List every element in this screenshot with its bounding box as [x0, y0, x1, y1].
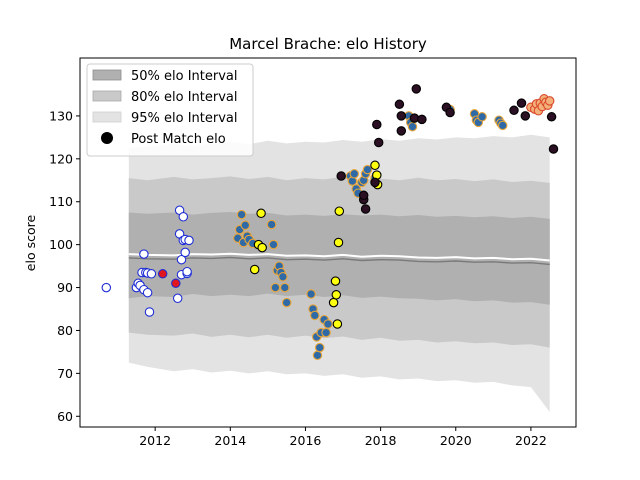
y-tick-label: 90 — [57, 280, 73, 295]
y-tick-label: 70 — [57, 366, 73, 381]
data-point — [240, 220, 251, 231]
data-point — [180, 247, 190, 258]
data-point — [101, 282, 112, 293]
data-point — [171, 278, 181, 289]
data-point — [249, 264, 260, 275]
band-50 — [128, 212, 550, 305]
y-tick-label: 60 — [57, 409, 73, 424]
x-tick-label: 2014 — [214, 433, 246, 448]
data-point — [516, 98, 527, 108]
data-point — [370, 177, 380, 188]
data-point — [336, 171, 346, 181]
data-point — [411, 84, 422, 94]
data-point — [281, 297, 292, 308]
data-point — [333, 237, 344, 248]
data-point — [520, 111, 531, 121]
data-point — [330, 276, 341, 286]
legend-swatch-95 — [92, 111, 122, 123]
data-point — [314, 342, 325, 353]
x-tick-label: 2020 — [440, 433, 472, 448]
data-point — [334, 206, 345, 216]
y-axis-label: elo score — [23, 215, 38, 272]
data-point — [278, 272, 288, 282]
y-axis-ticks: 60 70 80 90 100 110 120 130 — [49, 108, 80, 424]
data-point — [257, 242, 267, 253]
data-point — [417, 114, 427, 125]
data-point — [139, 249, 149, 259]
data-point — [321, 327, 331, 338]
legend-marker-post-match — [101, 132, 113, 144]
data-point — [497, 120, 508, 131]
x-tick-label: 2018 — [365, 433, 397, 448]
data-point — [349, 169, 360, 179]
data-point — [178, 212, 189, 222]
data-point — [182, 266, 192, 277]
data-point — [394, 99, 405, 110]
data-point — [256, 208, 266, 219]
data-point — [331, 290, 342, 300]
data-point — [332, 319, 343, 329]
data-point — [323, 319, 333, 329]
data-point — [544, 96, 555, 106]
y-tick-label: 120 — [49, 151, 73, 166]
data-point — [146, 269, 157, 279]
data-point — [312, 350, 323, 361]
data-point — [144, 307, 155, 317]
x-tick-label: 2012 — [139, 433, 171, 448]
data-point — [445, 107, 455, 118]
x-axis-ticks: 2012 2014 2016 2018 2020 2022 — [139, 427, 547, 448]
data-point — [280, 282, 290, 293]
data-point — [270, 282, 281, 293]
median-line-white — [128, 252, 550, 262]
median-lines — [128, 252, 550, 266]
legend-label-95: 95% elo Interval — [131, 111, 238, 126]
data-point — [358, 190, 369, 201]
data-point — [157, 269, 168, 279]
data-point — [477, 112, 487, 122]
y-tick-label: 100 — [49, 237, 73, 252]
data-point — [407, 121, 418, 132]
data-point — [372, 119, 382, 130]
data-point — [266, 219, 277, 230]
y-tick-label: 80 — [57, 323, 73, 338]
x-tick-label: 2022 — [515, 433, 547, 448]
legend-box — [86, 63, 254, 157]
legend: 50% elo Interval 80% elo Interval 95% el… — [86, 63, 254, 157]
median-line-grey — [128, 256, 550, 266]
data-point — [306, 289, 316, 299]
chart-title: Marcel Brache: elo History — [229, 35, 427, 53]
data-point — [396, 126, 407, 136]
y-tick-label: 110 — [49, 194, 73, 209]
data-point — [370, 160, 380, 171]
interval-bands — [128, 134, 550, 413]
data-point — [509, 105, 519, 116]
plot-frame — [79, 57, 577, 428]
legend-label-50: 50% elo Interval — [131, 69, 238, 84]
data-point — [396, 111, 407, 121]
legend-label-80: 80% elo Interval — [131, 90, 238, 105]
legend-swatch-80 — [92, 90, 122, 102]
legend-label-post-match: Post Match elo — [131, 132, 226, 147]
data-point — [310, 310, 320, 321]
data-point — [373, 137, 384, 148]
data-point — [362, 164, 373, 175]
legend-swatch-50 — [92, 69, 122, 81]
data-point — [176, 254, 187, 265]
x-tick-label: 2016 — [290, 433, 322, 448]
data-point — [546, 112, 557, 122]
data-point — [184, 235, 194, 246]
data-point — [268, 239, 279, 250]
data-point — [142, 287, 153, 298]
post-match-points — [101, 84, 559, 361]
y-tick-label: 130 — [49, 108, 73, 123]
data-point — [328, 297, 339, 308]
data-point — [360, 204, 371, 214]
data-point — [548, 144, 559, 154]
data-point — [236, 209, 247, 220]
data-point — [172, 293, 183, 304]
